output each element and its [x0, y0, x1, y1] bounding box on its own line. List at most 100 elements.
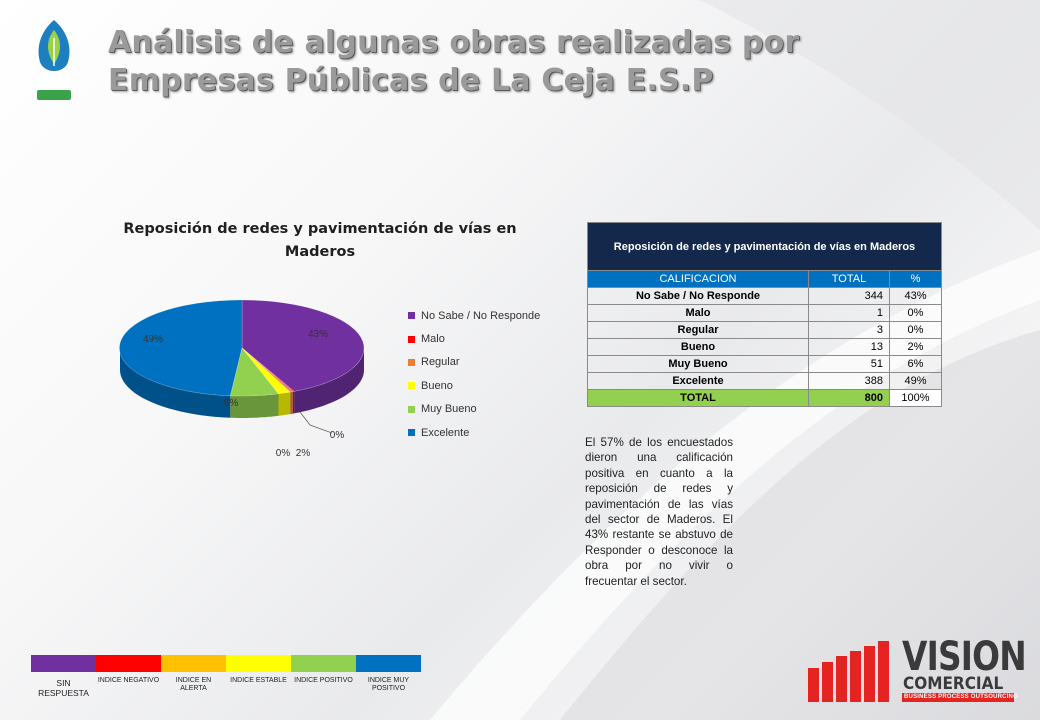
pie-slice-2 [241, 347, 294, 393]
scale-label: INDICE POSITIVO [294, 677, 353, 684]
pie-chart: 43% 0% 0% 2% 6% 49% [119, 299, 365, 459]
summary-paragraph: El 57% de los encuestados dieron una cal… [585, 436, 733, 588]
pie-slice-3 [241, 347, 291, 395]
scale-color-bar [31, 655, 96, 672]
pie-side-1 [292, 391, 295, 414]
cell-label: Malo [587, 304, 809, 322]
results-table: Reposición de redes y pavimentación de v… [587, 222, 942, 407]
table-row: No Sabe / No Responde 344 43% [587, 287, 942, 305]
legend-item: Malo [408, 327, 540, 350]
cell-label: Regular [587, 321, 809, 339]
cell-total: 344 [808, 287, 890, 305]
legend-swatch [408, 358, 415, 366]
scale-item: INDICE ESTABLE [226, 655, 291, 698]
scale-item: INDICE POSITIVO [291, 655, 356, 698]
pie-slice-4 [229, 347, 280, 397]
cell-label: Excelente [587, 372, 809, 390]
table-row: Malo 1 0% [587, 304, 942, 322]
scale-item: INDICE MUY POSITIVO [356, 655, 421, 698]
table-row: Regular 3 0% [587, 321, 942, 339]
chart-title: Reposición de redes y pavimentación de v… [120, 218, 520, 264]
legend-item: No Sabe / No Responde [408, 304, 540, 327]
scale-color-bar [96, 655, 161, 672]
company-logo [37, 20, 71, 100]
brand-word-vision: VISION [902, 634, 1027, 680]
scale-label: INDICE EN ALERTA [175, 677, 212, 692]
table-row: Bueno 13 2% [587, 338, 942, 356]
cell-total: 800 [808, 389, 890, 407]
cell-label: Bueno [587, 338, 809, 356]
pie-data-label-4: 6% [224, 398, 239, 409]
pie-data-label-3: 2% [296, 448, 311, 459]
pie-side-3 [278, 392, 291, 416]
cell-total: 13 [808, 338, 890, 356]
scale-item: INDICE EN ALERTA [161, 655, 226, 698]
cell-total: 51 [808, 355, 890, 373]
table-total-row: TOTAL 800 100% [587, 389, 942, 407]
scale-label: INDICE MUY POSITIVO [367, 677, 410, 692]
cell-pct: 6% [889, 355, 942, 373]
chart-legend: No Sabe / No Responde Malo Regular Bueno Muy… [408, 304, 540, 444]
legend-label: No Sabe / No Responde [421, 309, 541, 322]
cell-pct: 49% [889, 372, 942, 390]
pie-slice-1 [241, 347, 295, 392]
legend-item: Regular [408, 351, 540, 374]
cell-total: 388 [808, 372, 890, 390]
scale-color-bar [226, 655, 291, 672]
pie-side-5 [120, 348, 231, 418]
scale-label: INDICE NEGATIVO [97, 677, 160, 684]
brand-word-comercial: COMERCIAL [903, 674, 1004, 694]
pie-leader-line [299, 411, 333, 434]
cell-label: No Sabe / No Responde [587, 287, 809, 305]
cell-pct: 2% [889, 338, 942, 356]
pie-data-label-5: 49% [143, 334, 163, 345]
pie-side-2 [290, 391, 293, 415]
table-header-calificacion: CALIFICACION [587, 270, 809, 288]
pie-data-label-0: 43% [308, 329, 328, 340]
table-header-total: TOTAL [808, 270, 890, 288]
cell-total: 1 [808, 304, 890, 322]
cell-pct: 100% [889, 389, 942, 407]
legend-label: Regular [421, 356, 460, 369]
legend-item: Bueno [408, 374, 540, 397]
table-header-pct: % [889, 270, 942, 288]
index-scale: SIN RESPUESTA INDICE NEGATIVO INDICE EN AL… [31, 655, 421, 698]
cell-total: 3 [808, 321, 890, 339]
scale-item: SIN RESPUESTA [31, 655, 96, 698]
cell-label: Muy Bueno [587, 355, 809, 373]
page-title-line2: Empresas Públicas de La Ceja E.S.P [108, 63, 714, 98]
cell-pct: 43% [889, 287, 942, 305]
table-row: Muy Bueno 51 6% [587, 355, 942, 373]
pie-slice-5 [119, 299, 243, 397]
brand-bars-icon [808, 641, 889, 702]
brand-tagline: BUSINESS PROCESS OUTSOURCING [904, 694, 1018, 700]
legend-label: Malo [421, 333, 445, 346]
brand-strip [902, 693, 1014, 702]
scale-label: SIN RESPUESTA [38, 678, 89, 698]
legend-swatch [408, 335, 415, 343]
table-title: Reposición de redes y pavimentación de v… [587, 222, 942, 271]
pie-data-label-2: 0% [276, 448, 291, 459]
scale-label: INDICE ESTABLE [230, 677, 287, 684]
legend-item: Excelente [408, 421, 540, 444]
cell-pct: 0% [889, 304, 942, 322]
pie-side-4 [230, 393, 279, 418]
vision-comercial-logo: VISION COMERCIAL BUSINESS PROCESS OUTSOU… [806, 634, 1027, 702]
page-title-line1: Análisis de algunas obras realizadas por [108, 25, 800, 60]
page-title: Análisis de algunas obras realizadas por… [108, 24, 799, 100]
cell-label: TOTAL [587, 389, 809, 407]
cell-pct: 0% [889, 321, 942, 339]
scale-item: INDICE NEGATIVO [96, 655, 161, 698]
scale-color-bar [291, 655, 356, 672]
chart-title-line2: Maderos [284, 244, 356, 260]
legend-label: Muy Bueno [421, 403, 477, 416]
legend-label: Bueno [421, 379, 453, 392]
legend-swatch [408, 429, 415, 437]
scale-color-bar [161, 655, 226, 672]
legend-label: Excelente [421, 426, 470, 439]
pie-slice-0 [241, 299, 365, 392]
legend-swatch [408, 312, 415, 320]
legend-item: Muy Bueno [408, 398, 540, 421]
table-row: Excelente 388 49% [587, 372, 942, 390]
pie-data-label-1: 0% [330, 430, 345, 441]
